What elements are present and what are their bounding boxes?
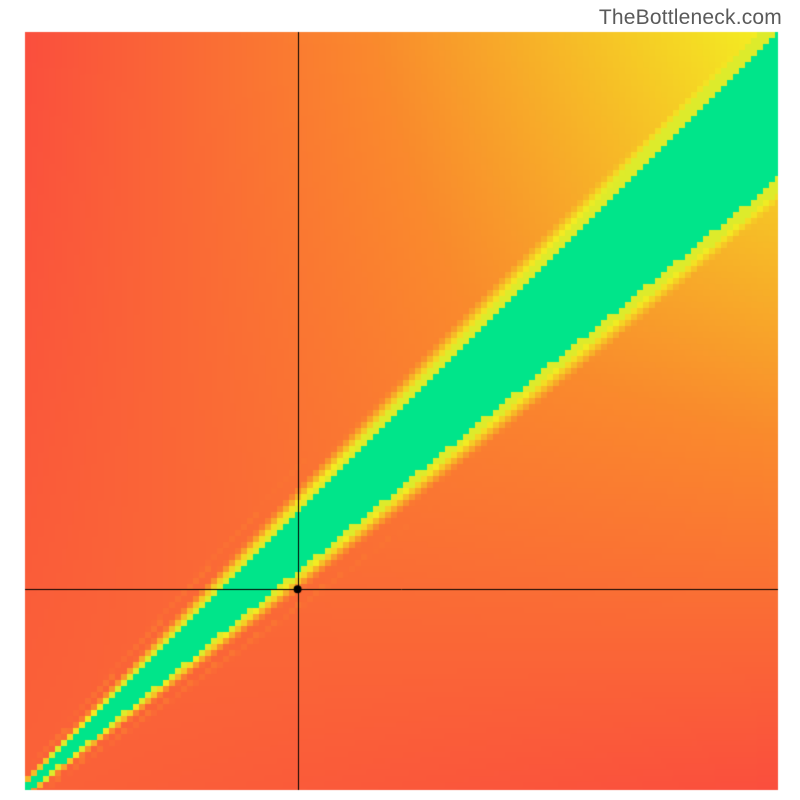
chart-container: { "watermark": "TheBottleneck.com", "cha… [0,0,800,800]
heatmap-canvas [0,0,800,800]
watermark-text: TheBottleneck.com [599,6,782,30]
